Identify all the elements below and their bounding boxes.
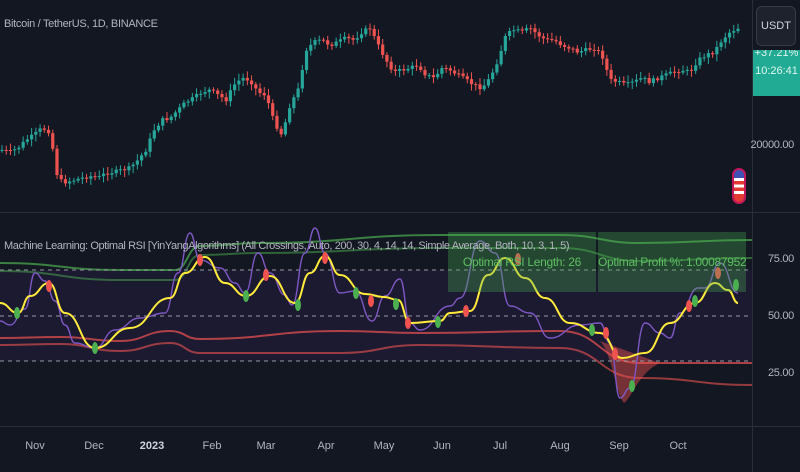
last-price-badge: +37.21% 10:26:41 — [753, 50, 800, 96]
indicator-scale[interactable]: 75.00 50.00 25.00 — [753, 213, 800, 426]
indicator-title[interactable]: Machine Learning: Optimal RSI [YinYangAl… — [4, 240, 570, 252]
indicator-pane[interactable] — [0, 213, 752, 426]
time-label: Nov — [25, 440, 45, 452]
price-scale[interactable]: 20000.00 — [750, 0, 800, 212]
time-label: 2023 — [139, 440, 165, 452]
rsi-tick-75: 75.00 — [767, 253, 794, 265]
time-label: Sep — [609, 440, 629, 452]
time-axis[interactable]: Nov Dec 2023 Feb Mar Apr May Jun Jul Aug Sep Oct — [0, 426, 752, 472]
time-label: Aug — [550, 440, 570, 452]
time-label: May — [373, 440, 395, 452]
time-label: Feb — [202, 440, 222, 452]
time-label: Jul — [492, 440, 508, 452]
rsi-tick-50: 50.00 — [767, 310, 794, 322]
currency-button[interactable]: USDT — [756, 6, 796, 46]
symbol-title: Bitcoin / TetherUS, 1D, BINANCE — [4, 18, 158, 30]
price-tick-20000: 20000.00 — [750, 139, 795, 151]
us-flag-icon[interactable] — [732, 168, 746, 204]
time-label: Dec — [84, 440, 104, 452]
time-label: Jun — [433, 440, 451, 452]
time-label: Apr — [317, 440, 335, 452]
time-label: Mar — [256, 440, 276, 452]
bar-countdown: 10:26:41 — [755, 65, 798, 77]
time-axis-separator — [0, 426, 800, 427]
rsi-tick-25: 25.00 — [767, 367, 794, 379]
candlestick-chart[interactable] — [0, 0, 752, 212]
pane-separator[interactable] — [0, 212, 800, 213]
optimal-profit-box: Optimal Profit %: 1.00087952 — [598, 232, 746, 292]
price-scale-separator — [752, 0, 753, 472]
last-change-pct: +37.21% — [754, 50, 799, 59]
rsi-chart[interactable] — [0, 213, 752, 426]
time-label: Oct — [669, 440, 687, 452]
price-chart-pane[interactable] — [0, 0, 752, 212]
optimal-rsi-length-box: Optimal RSI Length: 26 — [448, 232, 596, 292]
